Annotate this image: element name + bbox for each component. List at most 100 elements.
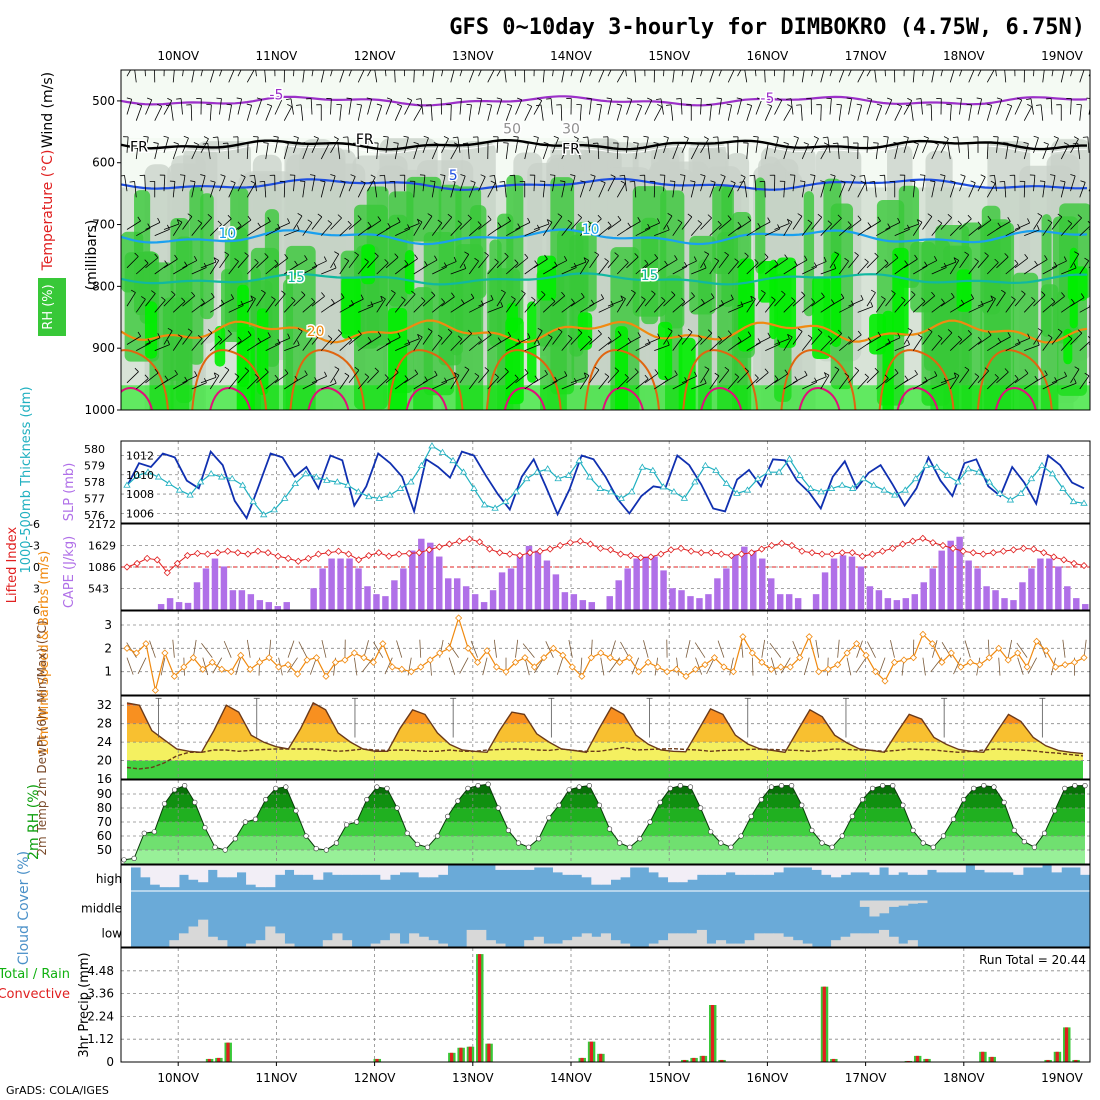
wind-barb — [1005, 299, 1016, 313]
wind-barb-feather — [307, 334, 313, 339]
high-cloud-gap — [246, 865, 257, 885]
cape-bar — [274, 606, 281, 610]
cape-bar — [848, 556, 856, 610]
wind-barb-feather — [153, 142, 159, 144]
wind-barb-feather — [163, 135, 169, 138]
surface-wind-barb — [363, 640, 369, 658]
wind-barb — [135, 378, 149, 390]
wind-barb — [774, 258, 788, 269]
wind-barb — [635, 378, 649, 390]
rh-point — [758, 796, 764, 803]
wind10m-frame — [120, 610, 1091, 696]
wind-barb-feather — [916, 219, 920, 225]
wind-barb — [654, 229, 670, 237]
wind-barb-feather — [474, 257, 479, 262]
wind-barb — [968, 104, 972, 121]
wind-barb — [154, 264, 168, 275]
wind-barb — [200, 261, 217, 269]
wind-speed-point — [710, 654, 719, 662]
rh-point — [627, 844, 633, 850]
wind-barb-feather — [1017, 339, 1021, 344]
wind-barb-feather — [846, 97, 852, 100]
wind-barb-feather — [1060, 66, 1065, 67]
wind-barb — [792, 331, 803, 345]
wind-barb-feather — [651, 290, 656, 295]
wind-barb — [820, 181, 826, 198]
rh-point — [617, 840, 623, 846]
rh-point — [424, 844, 431, 850]
thickness-point — [1038, 461, 1046, 468]
wind-barb-feather — [1091, 175, 1096, 177]
li-point — [294, 557, 302, 565]
surface-wind-barb — [694, 642, 706, 658]
cape-bar — [507, 568, 515, 610]
wind-barb-feather — [817, 328, 823, 333]
low-cloud-bar — [341, 940, 353, 947]
wind-barb-feather — [1036, 225, 1040, 231]
wind-barb — [320, 144, 329, 160]
wind-barb — [635, 263, 649, 275]
wind-barb-feather — [254, 258, 259, 263]
rh-point — [222, 847, 228, 853]
wind-barb — [866, 256, 879, 269]
wind-barb-feather — [666, 104, 672, 106]
high-cloud-gap — [265, 865, 276, 888]
rh-point — [131, 855, 137, 862]
wind-barb — [884, 70, 886, 77]
li-point — [566, 539, 574, 547]
rh-point — [1052, 808, 1058, 814]
wind-barb-feather — [810, 174, 816, 176]
high-cloud-gap — [399, 865, 410, 873]
wind-barb-feather — [777, 339, 781, 345]
high-cloud-gap — [754, 865, 765, 875]
low-cloud-bar — [265, 926, 276, 947]
wind-barb-feather — [203, 262, 207, 268]
precip-convective-bar — [487, 1043, 491, 1062]
wind-speed-point — [227, 668, 235, 676]
wind-barb — [838, 340, 852, 351]
wind-barb — [505, 143, 509, 160]
wind-barb — [1033, 70, 1035, 77]
thickness-point — [144, 468, 152, 475]
wind-barb — [1005, 228, 1021, 237]
wind-barb — [570, 70, 573, 77]
wind-barb — [672, 181, 676, 198]
wind-barb — [191, 181, 196, 198]
top-date-label: 15NOV — [648, 49, 690, 63]
wind-barb — [1005, 263, 1019, 275]
wind-barb-feather — [730, 294, 734, 300]
bottom-date-label: 15NOV — [648, 1071, 690, 1085]
wind-barb-feather — [1073, 136, 1079, 140]
rh-point — [839, 833, 845, 839]
wind-barb-feather — [943, 262, 947, 268]
wind-barb — [626, 371, 639, 384]
high-cloud-gap — [217, 865, 228, 878]
contour-25c — [121, 349, 170, 410]
wind-barb — [210, 303, 225, 313]
wind-barb — [134, 181, 137, 198]
wind-barb — [644, 137, 649, 153]
rh2m-frame — [120, 779, 1091, 865]
surface-wind-barb — [1039, 640, 1047, 658]
wind-barb — [357, 376, 370, 390]
wind-barb-feather — [560, 180, 566, 183]
wind-speed-point — [578, 672, 586, 680]
precip-axis-label: 3hr Precip (mm) — [77, 952, 92, 1057]
wind-barb-feather — [960, 299, 965, 305]
wind-barb — [385, 372, 399, 384]
wind-barb — [459, 369, 470, 384]
thickness-point — [333, 478, 342, 485]
wind-barb-feather — [499, 66, 504, 67]
wind-barb — [209, 104, 212, 121]
cape-bar — [866, 586, 874, 610]
wind-barb — [367, 176, 376, 192]
wind-barb — [607, 70, 612, 77]
wind-barb — [801, 144, 809, 160]
wind-speed-point — [521, 654, 529, 662]
wind-barb — [163, 330, 173, 345]
wind-barb-feather — [177, 219, 183, 223]
li-point — [1070, 559, 1078, 567]
wind-barb — [968, 305, 984, 313]
wind-barb — [126, 136, 129, 153]
wind-barb — [384, 175, 387, 192]
